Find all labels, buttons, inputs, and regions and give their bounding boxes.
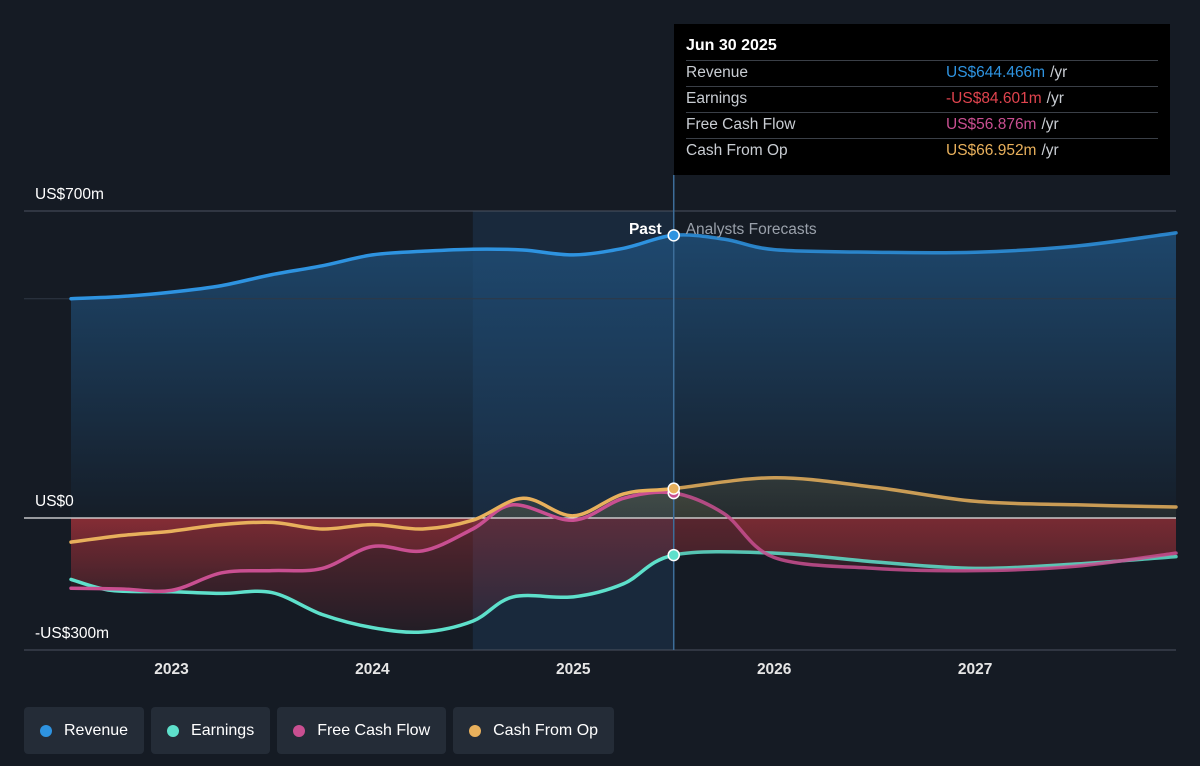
legend-dot-icon bbox=[167, 724, 180, 737]
earnings-marker bbox=[667, 548, 680, 562]
revenue-area bbox=[71, 232, 1176, 518]
legend-label: Cash From Op bbox=[493, 721, 599, 739]
tooltip-row-value: US$56.876m bbox=[946, 116, 1037, 133]
y-tick-label: US$0 bbox=[35, 493, 74, 510]
tooltip-row-value: US$644.466m bbox=[946, 64, 1046, 81]
free-cash-flow-line-past bbox=[69, 490, 674, 594]
tooltip-row: Revenue US$644.466m/yr bbox=[686, 60, 1158, 86]
earnings-line-past bbox=[69, 553, 674, 634]
tooltip-date: Jun 30 2025 bbox=[686, 37, 777, 54]
earnings-line-forecast bbox=[674, 550, 1178, 571]
x-tick-label: 2025 bbox=[556, 661, 591, 678]
tooltip-row-value: US$66.952m bbox=[946, 142, 1037, 159]
x-tick-label: 2027 bbox=[958, 661, 992, 678]
legend-dot-icon bbox=[293, 724, 306, 737]
past-label: Past bbox=[629, 221, 662, 238]
legend: Revenue Earnings Free Cash Flow Cash From O… bbox=[24, 707, 615, 754]
legend-label: Revenue bbox=[64, 721, 129, 739]
tooltip-row: Free Cash Flow US$56.876m/yr bbox=[686, 112, 1158, 138]
legend-dot-icon bbox=[469, 724, 482, 737]
tooltip-panel: Jun 30 2025 Revenue US$644.466m/yr Earning… bbox=[674, 24, 1170, 175]
legend-item-earnings[interactable]: Earnings bbox=[151, 707, 271, 754]
tooltip-row-value: -US$84.601m bbox=[946, 90, 1042, 107]
tooltip-row: Earnings -US$84.601m/yr bbox=[686, 86, 1158, 112]
tooltip-row-unit: /yr bbox=[1046, 90, 1064, 107]
cash-from-op-line-past bbox=[69, 486, 674, 544]
cash-from-op-marker bbox=[667, 482, 680, 495]
tooltip-row-unit: /yr bbox=[1041, 116, 1059, 133]
forecast-label: Analysts Forecasts bbox=[686, 221, 817, 238]
x-tick-label: 2026 bbox=[757, 661, 792, 678]
legend-label: Earnings bbox=[191, 721, 255, 739]
tooltip-row-label: Cash From Op bbox=[686, 142, 788, 159]
legend-dot-icon bbox=[40, 724, 52, 737]
y-tick-label: US$700m bbox=[35, 186, 104, 203]
legend-item-cash-from-op[interactable]: Cash From Op bbox=[453, 707, 615, 754]
y-tick-label: -US$300m bbox=[35, 625, 109, 642]
legend-item-free-cash-flow[interactable]: Free Cash Flow bbox=[277, 707, 447, 754]
cash-from-op-negative-area bbox=[71, 518, 1176, 543]
tooltip-row-label: Earnings bbox=[686, 90, 748, 107]
legend-label: Free Cash Flow bbox=[317, 721, 431, 739]
x-tick-label: 2024 bbox=[355, 661, 390, 678]
tooltip-row-label: Revenue bbox=[686, 64, 749, 81]
free-cash-flow-negative-area bbox=[71, 518, 1176, 592]
free-cash-flow-line-forecast bbox=[674, 491, 1178, 573]
revenue-line-forecast bbox=[674, 231, 1178, 255]
x-tick-label: 2023 bbox=[154, 661, 189, 678]
revenue-line-past bbox=[69, 233, 674, 301]
tooltip-row-label: Free Cash Flow bbox=[686, 116, 796, 133]
legend-item-revenue[interactable]: Revenue bbox=[24, 707, 145, 754]
tooltip-row-unit: /yr bbox=[1050, 64, 1068, 81]
cash-from-op-line-forecast bbox=[674, 475, 1178, 509]
revenue-marker bbox=[667, 229, 680, 242]
tooltip-row: Cash From Op US$66.952m/yr bbox=[686, 138, 1158, 164]
tooltip-row-unit: /yr bbox=[1041, 142, 1059, 159]
